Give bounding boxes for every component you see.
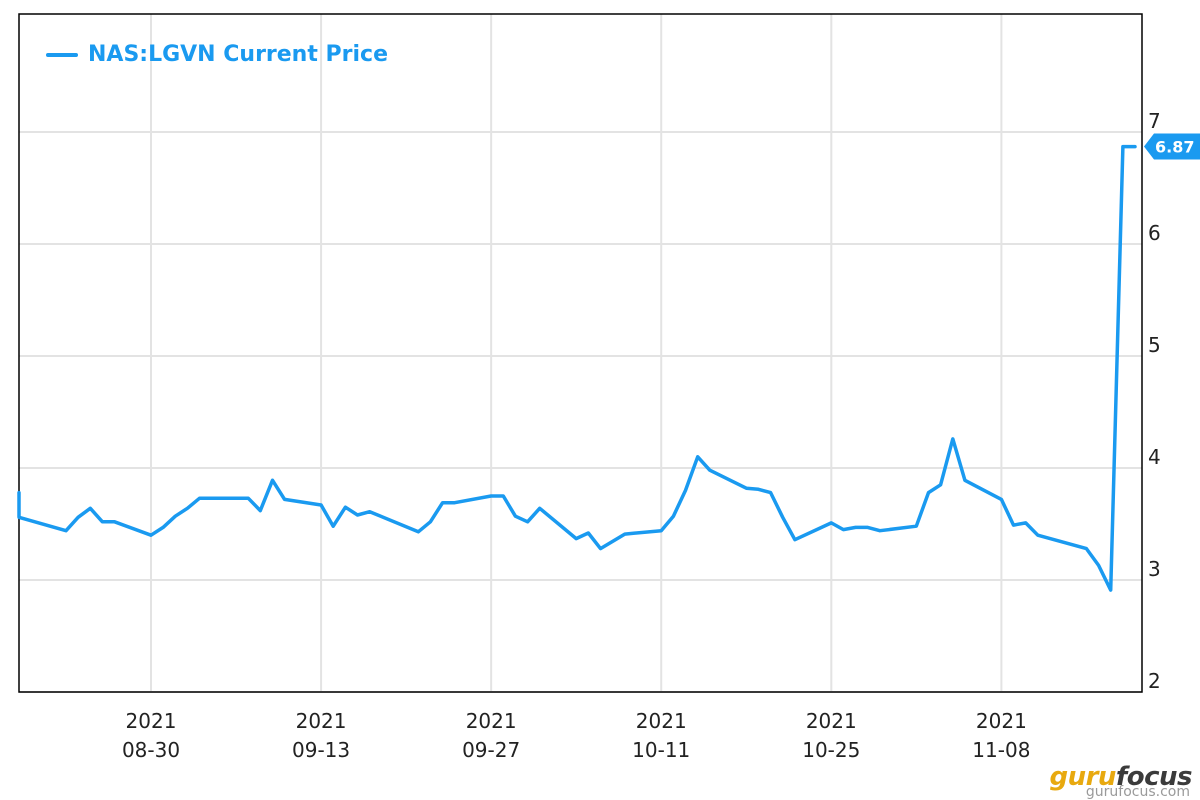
legend-label: NAS:LGVN Current Price xyxy=(88,42,388,67)
x-tick-year: 2021 xyxy=(296,709,347,733)
x-tick-label: 11-08 xyxy=(972,738,1030,762)
y-tick-label: 3 xyxy=(1148,557,1161,581)
x-tick-label: 09-27 xyxy=(462,738,520,762)
series-line-lgvn xyxy=(17,144,1137,592)
y-tick-label: 5 xyxy=(1148,333,1161,357)
y-tick-label: 4 xyxy=(1148,445,1161,469)
x-tick-year: 2021 xyxy=(466,709,517,733)
x-tick-year: 2021 xyxy=(806,709,857,733)
y-tick-label: 6 xyxy=(1148,221,1161,245)
y-tick-label: 2 xyxy=(1148,669,1161,693)
x-tick-label: 10-25 xyxy=(802,738,860,762)
x-axis: 2021 08-30 2021 09-13 2021 09-27 2021 10-11 2021… xyxy=(122,709,1030,762)
logo-subtext: gurufocus.com xyxy=(1085,784,1190,800)
gurufocus-logo: gurufocus xyxy=(1049,762,1192,792)
x-tick-label: 09-13 xyxy=(292,738,350,762)
last-value-badge xyxy=(1144,133,1200,160)
x-tick-label: 08-30 xyxy=(122,738,180,762)
x-tick-year: 2021 xyxy=(976,709,1027,733)
logo-part-focus: focus xyxy=(1115,762,1193,792)
x-tick-year: 2021 xyxy=(126,709,177,733)
y-tick-label: 7 xyxy=(1148,109,1161,133)
plot-frame xyxy=(18,13,1143,693)
legend-swatch xyxy=(46,52,78,57)
chart-grid xyxy=(19,14,1142,693)
x-tick-year: 2021 xyxy=(636,709,687,733)
last-value-marker: 6.87 xyxy=(1144,133,1200,160)
last-value-label: 6.87 xyxy=(1155,138,1194,157)
logo-part-guru: guru xyxy=(1049,762,1116,792)
x-tick-label: 10-11 xyxy=(632,738,690,762)
y-axis: 2 3 4 5 6 7 xyxy=(1148,109,1161,693)
chart-legend[interactable]: NAS:LGVN Current Price xyxy=(46,42,388,67)
